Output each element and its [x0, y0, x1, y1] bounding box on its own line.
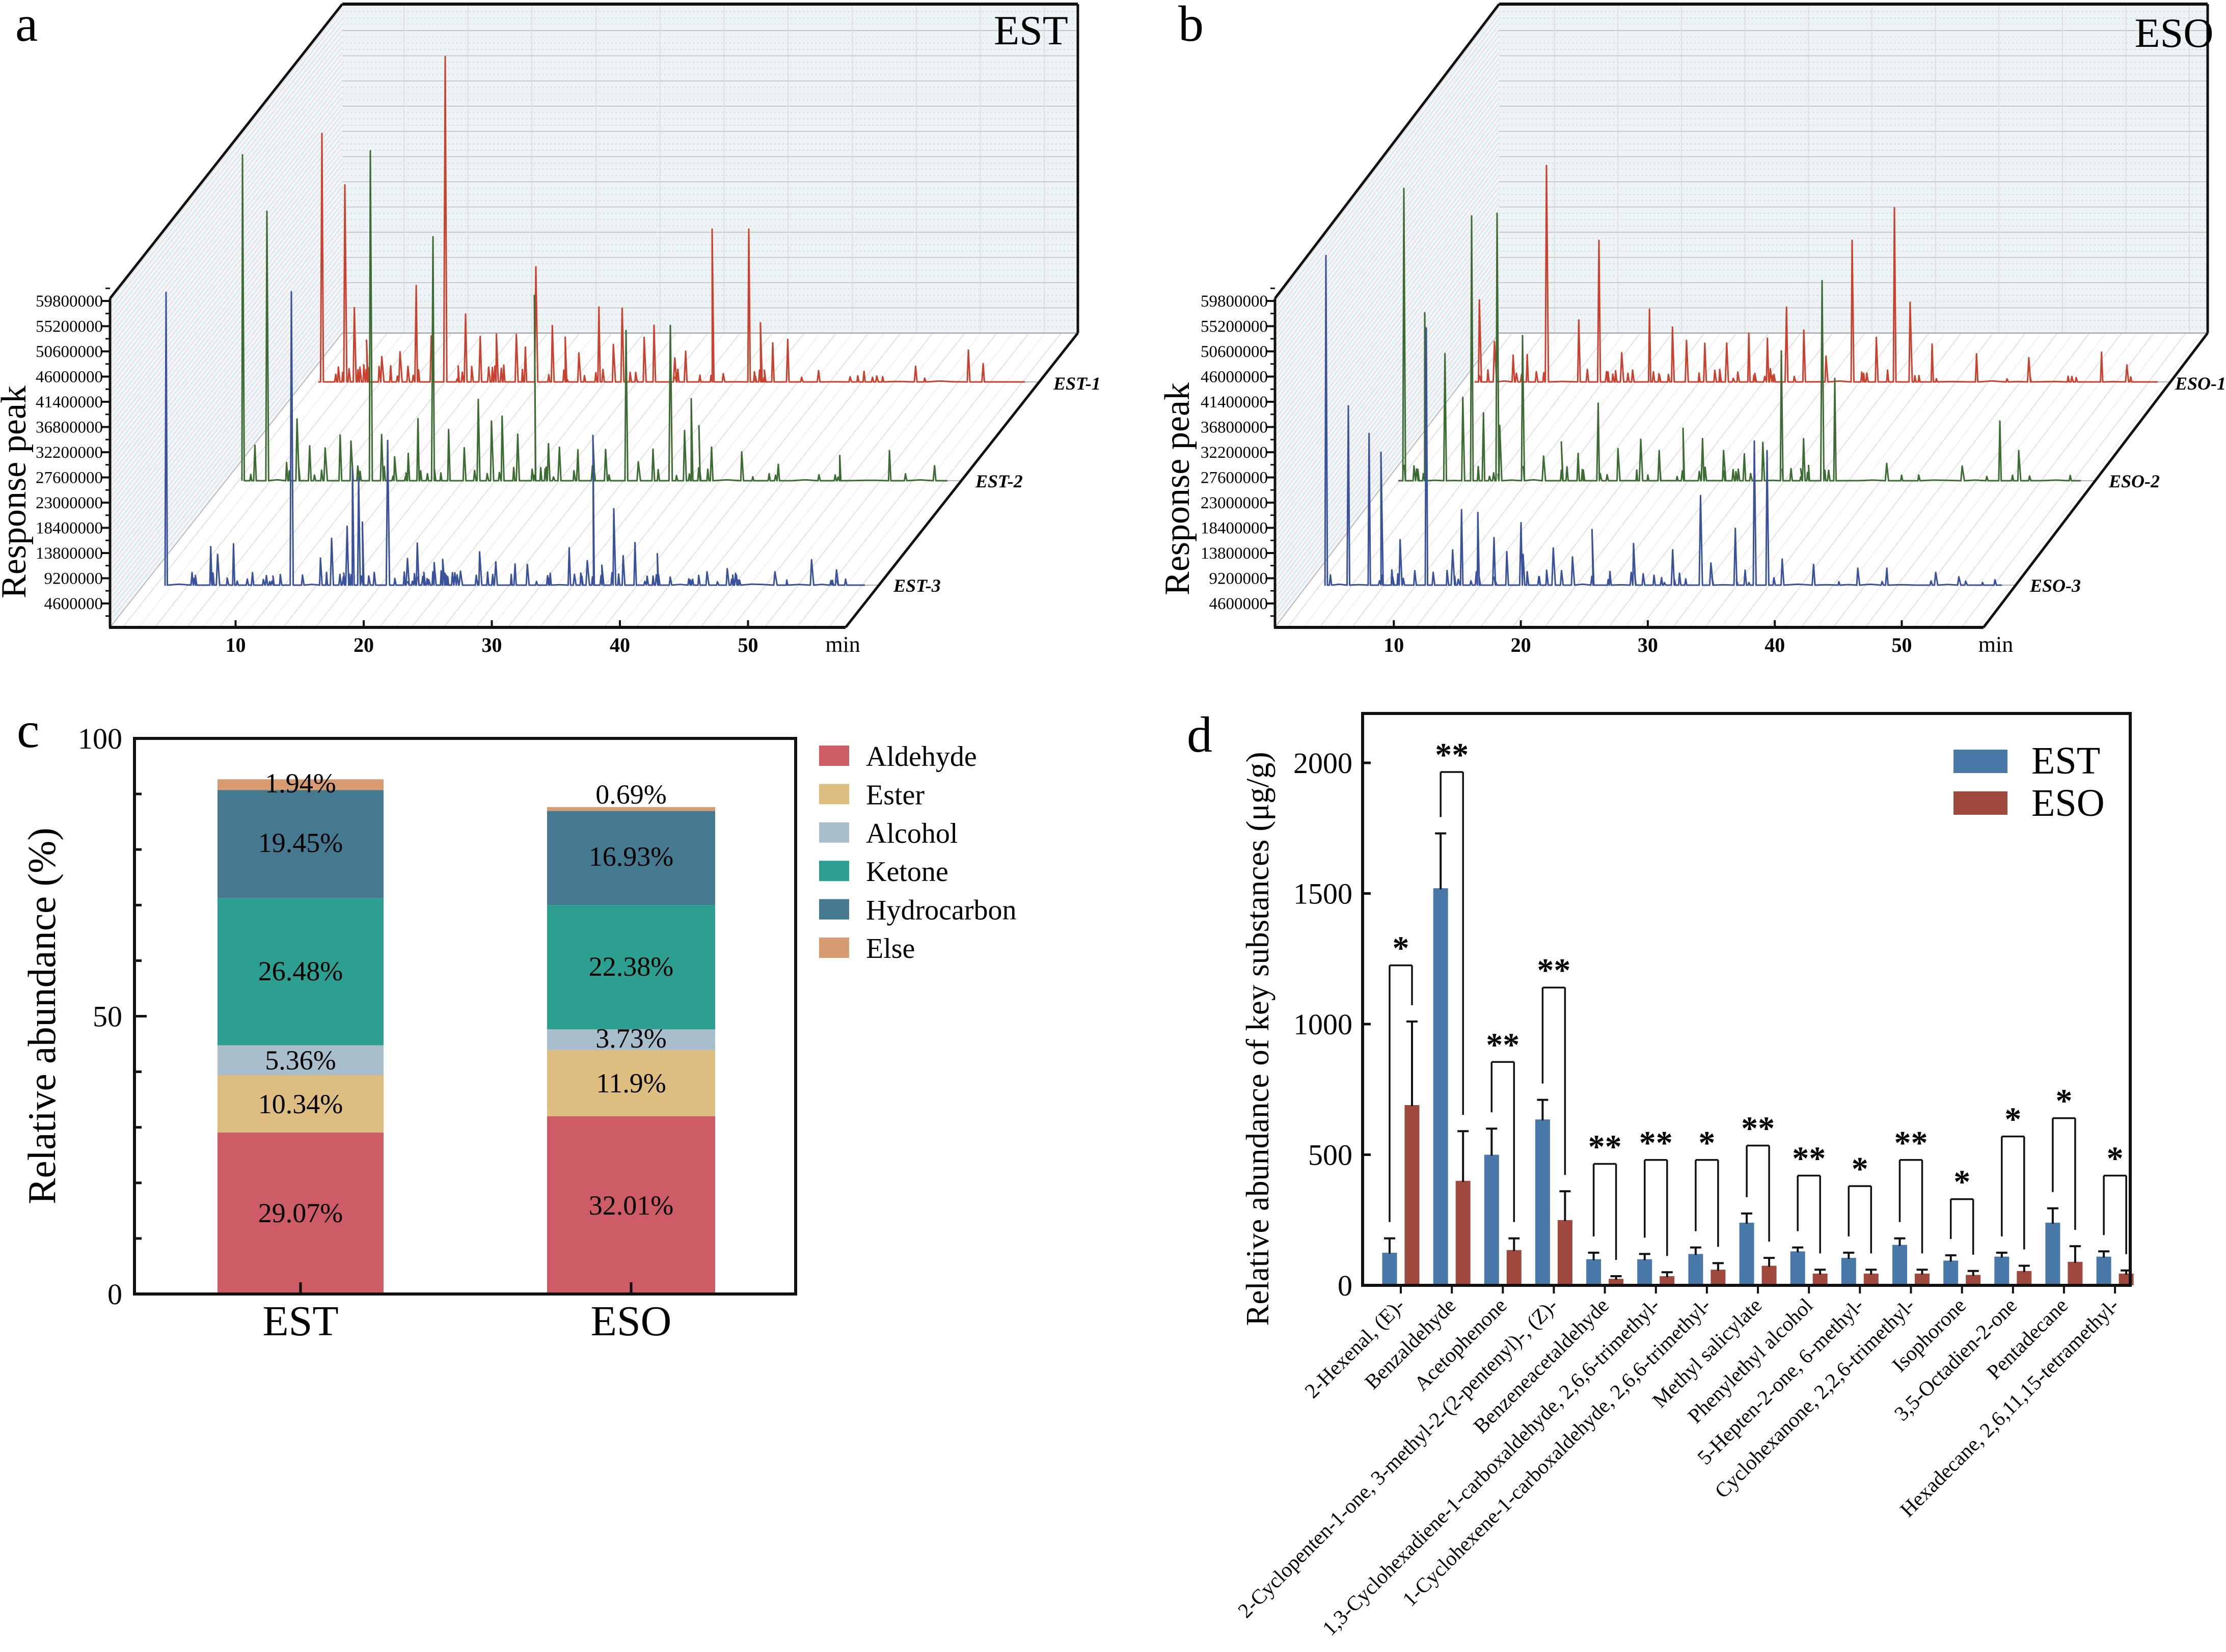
svg-text:0.69%: 0.69%	[595, 779, 666, 810]
svg-text:ESO-2: ESO-2	[2108, 471, 2160, 491]
svg-text:*: *	[2004, 1101, 2021, 1138]
svg-text:**: **	[1639, 1124, 1673, 1162]
svg-text:1500: 1500	[1293, 877, 1352, 911]
svg-text:50: 50	[93, 1000, 122, 1033]
svg-text:EST-3: EST-3	[893, 575, 941, 596]
svg-text:0: 0	[107, 1278, 122, 1311]
svg-text:c: c	[17, 702, 39, 758]
svg-text:50600000: 50600000	[36, 343, 103, 361]
svg-text:d: d	[1187, 706, 1212, 763]
svg-text:*: *	[1852, 1150, 1868, 1188]
svg-text:Response peak: Response peak	[1158, 382, 1197, 595]
svg-text:27600000: 27600000	[1201, 469, 1268, 487]
svg-text:50: 50	[1892, 634, 1912, 656]
svg-text:0: 0	[1338, 1269, 1352, 1302]
svg-text:59800000: 59800000	[1201, 292, 1268, 311]
svg-text:10: 10	[226, 634, 246, 656]
svg-text:ESO-1: ESO-1	[2175, 373, 2226, 394]
svg-text:40: 40	[1764, 634, 1785, 656]
svg-text:9200000: 9200000	[44, 570, 103, 588]
svg-text:EST: EST	[994, 7, 1068, 53]
svg-text:100: 100	[78, 722, 122, 755]
svg-text:32.01%: 32.01%	[589, 1190, 673, 1221]
svg-text:min: min	[825, 632, 860, 657]
svg-text:4600000: 4600000	[1209, 595, 1268, 613]
svg-text:27600000: 27600000	[36, 469, 103, 487]
svg-text:*: *	[1698, 1124, 1715, 1162]
svg-text:41400000: 41400000	[36, 393, 103, 411]
svg-text:EST: EST	[262, 1298, 338, 1345]
svg-text:ESO-3: ESO-3	[2029, 575, 2081, 596]
svg-text:*: *	[1953, 1164, 1970, 1201]
svg-text:Alcohol: Alcohol	[866, 818, 958, 849]
svg-text:*: *	[2055, 1083, 2072, 1120]
svg-text:20: 20	[1511, 634, 1531, 656]
svg-text:**: **	[1741, 1110, 1775, 1147]
svg-text:20: 20	[354, 634, 374, 656]
svg-text:1000: 1000	[1293, 1008, 1352, 1041]
svg-text:23000000: 23000000	[36, 494, 103, 512]
svg-text:30: 30	[1638, 634, 1658, 656]
svg-text:*: *	[2107, 1140, 2124, 1177]
svg-text:ESO: ESO	[591, 1298, 672, 1345]
svg-text:EST: EST	[2031, 739, 2100, 782]
svg-text:Hydrocarbon: Hydrocarbon	[866, 895, 1016, 926]
svg-text:55200000: 55200000	[1201, 318, 1268, 336]
svg-text:500: 500	[1308, 1139, 1352, 1172]
svg-text:26.48%: 26.48%	[258, 956, 343, 986]
svg-text:*: *	[1393, 930, 1409, 967]
svg-text:EST-2: EST-2	[975, 471, 1023, 491]
svg-text:**: **	[1792, 1140, 1826, 1177]
svg-text:23000000: 23000000	[1201, 494, 1268, 512]
svg-text:5.36%: 5.36%	[265, 1045, 336, 1076]
svg-text:**: **	[1486, 1026, 1519, 1063]
svg-text:22.38%: 22.38%	[589, 951, 673, 982]
svg-text:**: **	[1894, 1124, 1928, 1162]
svg-text:40: 40	[610, 634, 630, 656]
svg-text:55200000: 55200000	[36, 318, 103, 336]
svg-text:32200000: 32200000	[36, 444, 103, 462]
svg-text:**: **	[1435, 736, 1469, 774]
svg-text:41400000: 41400000	[1201, 393, 1268, 411]
svg-text:19.45%: 19.45%	[258, 828, 343, 858]
svg-text:13800000: 13800000	[1201, 544, 1268, 563]
svg-text:**: **	[1588, 1128, 1622, 1166]
svg-text:13800000: 13800000	[36, 544, 103, 563]
svg-text:30: 30	[482, 634, 502, 656]
svg-text:11.9%: 11.9%	[596, 1068, 666, 1098]
svg-text:EST-1: EST-1	[1053, 373, 1101, 394]
svg-text:Else: Else	[866, 933, 915, 965]
svg-text:9200000: 9200000	[1209, 570, 1268, 588]
svg-text:Response peak: Response peak	[0, 386, 34, 598]
svg-text:50: 50	[738, 634, 758, 656]
svg-text:46000000: 46000000	[1201, 368, 1268, 387]
svg-text:18400000: 18400000	[1201, 519, 1268, 538]
svg-text:50600000: 50600000	[1201, 343, 1268, 361]
svg-text:2000: 2000	[1293, 747, 1352, 780]
svg-text:Relative abundance of key subs: Relative abundance of key substances (μg…	[1240, 752, 1275, 1326]
svg-text:1.94%: 1.94%	[265, 768, 336, 799]
svg-text:18400000: 18400000	[36, 519, 103, 538]
svg-text:ESO: ESO	[2031, 782, 2105, 824]
svg-text:16.93%: 16.93%	[589, 841, 673, 872]
svg-text:Relative abundance (%): Relative abundance (%)	[20, 828, 64, 1204]
svg-text:10.34%: 10.34%	[258, 1089, 343, 1119]
svg-text:min: min	[1978, 632, 2013, 657]
svg-text:4600000: 4600000	[44, 595, 103, 613]
svg-text:59800000: 59800000	[36, 292, 103, 311]
svg-text:29.07%: 29.07%	[258, 1198, 343, 1228]
svg-text:3.73%: 3.73%	[595, 1023, 666, 1054]
svg-text:**: **	[1537, 952, 1570, 989]
svg-text:a: a	[15, 0, 38, 52]
svg-text:b: b	[1178, 0, 1204, 52]
svg-text:Ester: Ester	[866, 779, 925, 811]
svg-text:36800000: 36800000	[36, 419, 103, 437]
svg-text:36800000: 36800000	[1201, 419, 1268, 437]
svg-text:ESO: ESO	[2135, 10, 2214, 56]
svg-text:Aldehyde: Aldehyde	[866, 741, 977, 773]
svg-text:10: 10	[1383, 634, 1404, 656]
svg-text:46000000: 46000000	[36, 368, 103, 387]
svg-text:Ketone: Ketone	[866, 856, 948, 888]
svg-text:32200000: 32200000	[1201, 444, 1268, 462]
